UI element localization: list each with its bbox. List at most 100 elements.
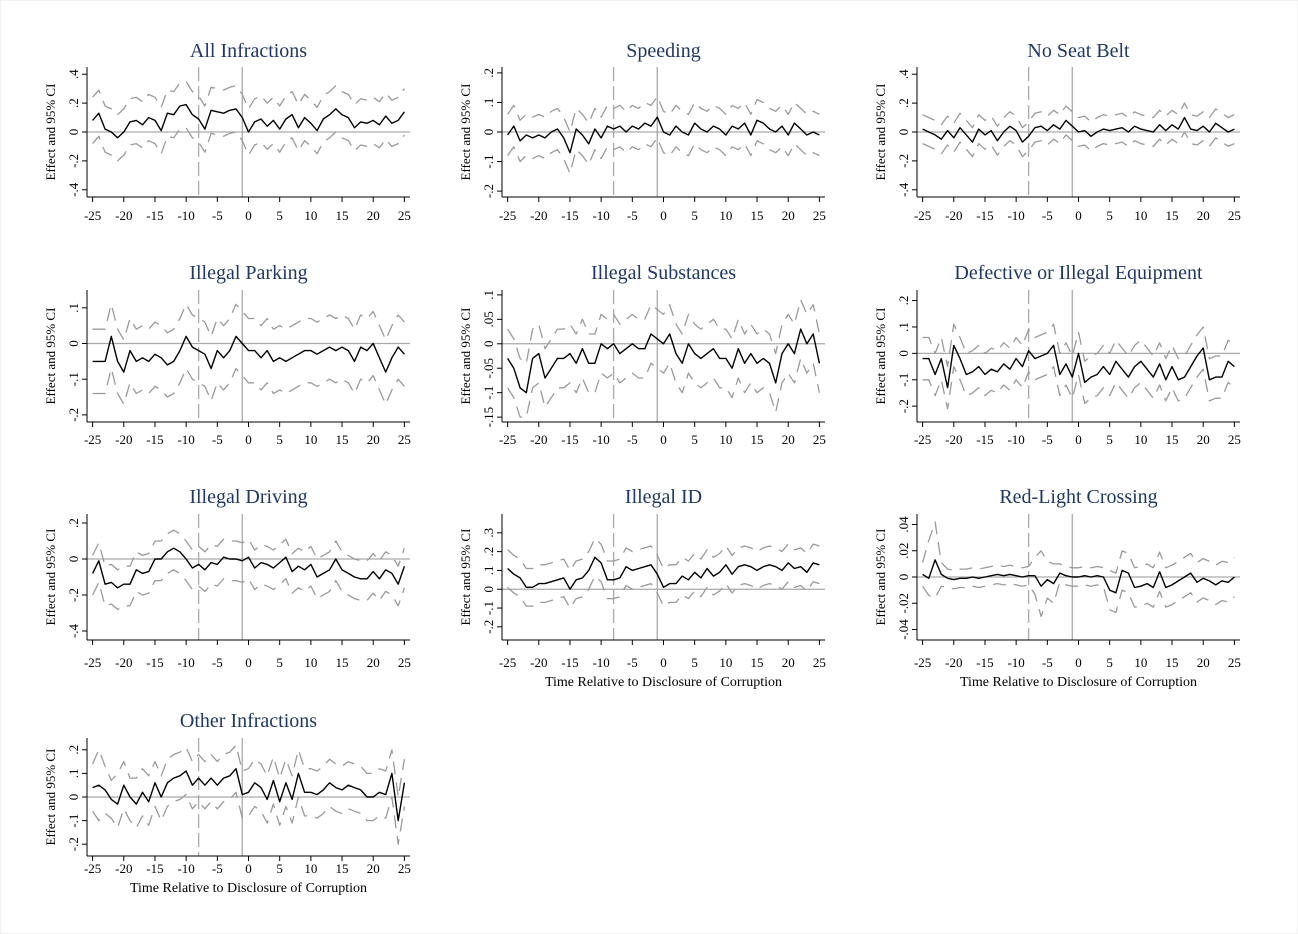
y-tick-label: .1	[896, 322, 911, 332]
y-tick-label: -.02	[896, 593, 911, 614]
x-tick-label: -10	[592, 655, 609, 670]
chart-panel: Other Infractions -25 -20 -15 -10 -5 0 5 10 15 20 2…	[43, 710, 411, 896]
x-tick-label: -5	[212, 208, 223, 223]
estimate-line	[92, 335, 405, 373]
x-tick-label: 10	[1134, 208, 1147, 223]
y-axis-label: Effect and 95% CI	[873, 529, 888, 626]
estimate-line	[922, 116, 1235, 143]
estimate-line	[507, 556, 820, 590]
x-tick-label: -5	[212, 655, 223, 670]
y-tick-label: .2	[66, 518, 81, 528]
y-tick-label: -.1	[481, 386, 496, 400]
y-tick-label: -.05	[481, 358, 496, 379]
x-tick-label: 5	[276, 208, 283, 223]
y-axis-label: Effect and 95% CI	[873, 84, 888, 181]
x-tick-label: 0	[1075, 655, 1082, 670]
x-tick-label: -20	[530, 432, 547, 447]
y-tick-label: -.2	[481, 620, 496, 634]
x-tick-label: 5	[276, 655, 283, 670]
x-tick-label: 20	[367, 432, 380, 447]
x-tick-label: 25	[398, 655, 411, 670]
chart-panel: All Infractions -25 -20 -15 -10 -5 0 5 10 15 20 25 -…	[43, 40, 411, 223]
x-tick-label: 20	[782, 432, 795, 447]
x-tick-label: 25	[398, 432, 411, 447]
estimate-line	[91, 547, 406, 589]
x-tick-label: -15	[976, 655, 993, 670]
x-tick-label: 15	[336, 655, 349, 670]
y-axis-label: Effect and 95% CI	[458, 308, 473, 405]
x-tick-label: 15	[1166, 208, 1179, 223]
x-tick-label: -20	[115, 208, 132, 223]
x-tick-label: -20	[115, 655, 132, 670]
x-tick-label: 10	[719, 208, 732, 223]
x-tick-label: -20	[530, 208, 547, 223]
x-tick-label: 25	[813, 208, 826, 223]
y-tick-label: 0	[896, 129, 911, 136]
x-tick-label: 10	[304, 208, 317, 223]
x-tick-label: 10	[304, 861, 317, 876]
y-tick-label: -.1	[66, 372, 81, 386]
x-tick-label: -5	[1042, 432, 1053, 447]
x-tick-label: -25	[84, 655, 101, 670]
x-tick-label: 25	[1228, 208, 1241, 223]
y-tick-label: -.4	[66, 623, 81, 638]
y-tick-label: 0	[896, 574, 911, 581]
upper-ci-line	[922, 323, 1235, 368]
x-axis-label: Time Relative to Disclosure of Corruptio…	[960, 675, 1197, 690]
chart-title: All Infractions	[190, 40, 307, 62]
x-tick-label: -25	[499, 655, 516, 670]
x-tick-label: 25	[398, 861, 411, 876]
y-tick-label: -.1	[481, 154, 496, 168]
x-tick-label: -25	[914, 432, 931, 447]
x-tick-label: -25	[499, 432, 516, 447]
chart-panel: Illegal ID -25 -20 -15 -10 -5 0 5 10 15 20 25 -.2 -.1…	[458, 486, 826, 690]
x-tick-label: 5	[276, 861, 283, 876]
chart-title: Speeding	[626, 40, 700, 62]
x-tick-label: -15	[976, 208, 993, 223]
y-tick-label: .3	[481, 528, 496, 538]
x-tick-label: 5	[276, 432, 283, 447]
x-tick-label: -5	[212, 432, 223, 447]
x-tick-label: 20	[782, 208, 795, 223]
x-tick-label: 15	[751, 432, 764, 447]
estimate-line	[507, 116, 820, 154]
x-tick-label: -20	[945, 432, 962, 447]
x-tick-label: 15	[751, 655, 764, 670]
x-tick-label: 20	[1197, 655, 1210, 670]
upper-ci-line	[507, 299, 821, 364]
chart-title: Illegal ID	[625, 486, 702, 508]
chart-title: No Seat Belt	[1027, 40, 1130, 62]
chart-panel: Defective or Illegal Equipment-25 -20 -15-…	[873, 262, 1241, 447]
y-tick-label: -.15	[481, 407, 496, 428]
x-tick-label: -5	[1042, 655, 1053, 670]
y-tick-label: .1	[481, 566, 496, 576]
lower-ci-line	[922, 581, 1235, 618]
y-axis-label: Effect and 95% CI	[43, 308, 58, 405]
x-tick-label: 10	[1134, 655, 1147, 670]
x-tick-label: 0	[660, 655, 667, 670]
x-tick-label: -25	[914, 208, 931, 223]
x-tick-label: 20	[367, 655, 380, 670]
upper-ci-line	[92, 744, 406, 798]
chart-title: Red-Light Crossing	[999, 486, 1157, 508]
y-axis-label: Effect and 95% CI	[458, 84, 473, 181]
upper-ci-line	[922, 102, 1235, 129]
x-tick-label: -15	[146, 432, 163, 447]
x-tick-label: 0	[245, 861, 252, 876]
y-tick-label: .2	[66, 98, 81, 108]
x-tick-label: -25	[84, 861, 101, 876]
y-tick-label: 0	[66, 129, 81, 136]
y-tick-label: .2	[66, 745, 81, 755]
lower-ci-line	[92, 367, 405, 405]
y-tick-label: 0	[481, 129, 496, 136]
lower-ci-line	[92, 791, 406, 845]
y-axis-label: Effect and 95% CI	[873, 308, 888, 405]
x-tick-label: 0	[245, 432, 252, 447]
x-tick-label: -25	[499, 208, 516, 223]
chart-title: Illegal Driving	[189, 486, 307, 508]
y-axis-label: Effect and 95% CI	[43, 749, 58, 846]
x-tick-label: 10	[304, 655, 317, 670]
y-tick-label: -.2	[481, 184, 496, 198]
x-tick-label: 0	[1075, 432, 1082, 447]
x-tick-label: 0	[660, 208, 667, 223]
